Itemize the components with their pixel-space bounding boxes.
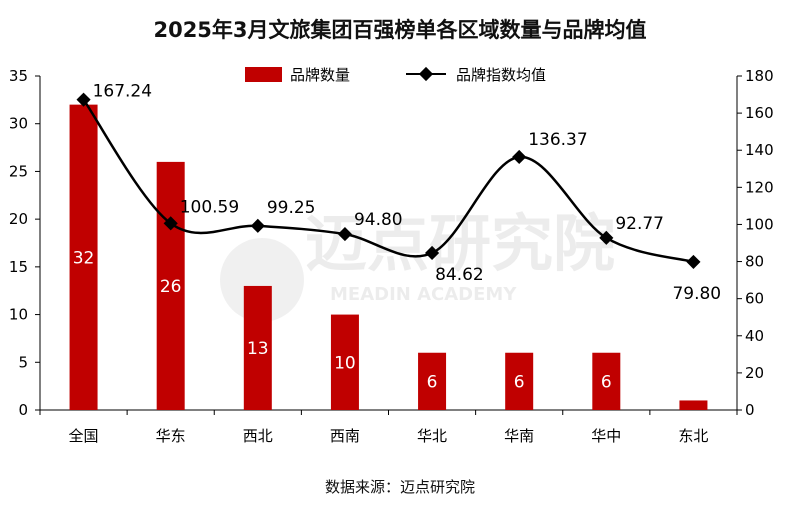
bar-data-label: 13: [247, 339, 269, 359]
legend-bar-label: 品牌数量: [290, 66, 350, 84]
line-data-label: 100.59: [180, 197, 239, 217]
line-point: [76, 92, 91, 107]
chart: 迈点研究院 MEADIN ACADEMY 0 5 10 15 20 25 30 35 0 20 40…: [9, 66, 774, 445]
x-tick-label: 西北: [243, 427, 273, 445]
watermark-logo: [220, 238, 304, 322]
right-tick-label: 40: [745, 327, 764, 345]
bar: [418, 352, 447, 410]
bar: [592, 352, 621, 410]
watermark: 迈点研究院 MEADIN ACADEMY: [220, 207, 615, 322]
watermark-cn-text: 迈点研究院: [305, 207, 615, 280]
legend: 品牌数量 品牌指数均值: [245, 66, 546, 84]
x-tick-label: 华中: [591, 427, 621, 445]
x-tick-label: 全国: [69, 427, 99, 445]
bar-data-label: 26: [160, 277, 182, 297]
left-tick-label: 10: [9, 306, 28, 324]
bar-data-label: 6: [427, 372, 438, 392]
line-point: [163, 216, 178, 231]
x-tick-label: 西南: [330, 427, 360, 445]
right-tick-label: 160: [745, 104, 774, 122]
right-tick-label: 20: [745, 364, 764, 382]
bar: [330, 314, 359, 410]
left-tick-label: 35: [9, 67, 28, 85]
line-data-label: 84.62: [435, 265, 484, 285]
chart-title: 2025年3月文旅集团百强榜单各区域数量与品牌均值: [153, 18, 647, 42]
watermark-en-text: MEADIN ACADEMY: [330, 284, 517, 305]
bar: [679, 400, 708, 410]
bar: [505, 352, 534, 410]
legend-bar-swatch: [245, 67, 282, 82]
line-data-label: 94.80: [354, 210, 403, 230]
left-tick-label: 25: [9, 162, 28, 180]
line-data-label: 136.37: [528, 130, 587, 150]
bar: [243, 285, 272, 410]
bar-data-label: 6: [514, 372, 525, 392]
bar-data-label: 32: [73, 248, 95, 268]
right-tick-label: 180: [745, 67, 774, 85]
left-tick-label: 5: [18, 353, 28, 371]
bar: [69, 104, 98, 410]
x-tick-label: 华北: [417, 427, 447, 445]
line-data-label: 79.80: [672, 284, 721, 304]
bar-data-label: 6: [601, 372, 612, 392]
bars: 32 26 13 10 6 6 6: [69, 104, 708, 410]
x-tick-label: 华东: [156, 427, 186, 445]
line-series: 167.24 100.59 99.25 94.80 84.62 136.37 92.77 79…: [76, 82, 721, 304]
line-point: [424, 245, 440, 261]
x-tick-label: 华南: [504, 427, 534, 445]
line-data-label: 99.25: [267, 198, 316, 218]
left-tick-label: 0: [18, 401, 28, 419]
x-tick-label: 东北: [678, 427, 708, 445]
axes: 0 5 10 15 20 25 30 35 0 20 40 60 80 100 120 140 160 180 全国…: [9, 67, 774, 445]
line-point: [250, 218, 265, 233]
left-tick-label: 30: [9, 115, 28, 133]
legend-line-label: 品牌指数均值: [456, 66, 546, 84]
bar-data-label: 10: [334, 353, 356, 373]
right-tick-label: 100: [745, 215, 774, 233]
right-tick-label: 140: [745, 141, 774, 159]
left-tick-label: 20: [9, 210, 28, 228]
line-point: [686, 254, 701, 269]
left-tick-label: 15: [9, 258, 28, 276]
right-tick-label: 60: [745, 290, 764, 308]
line-point: [337, 227, 353, 242]
right-tick-label: 0: [745, 401, 755, 419]
legend-line-marker: [418, 66, 434, 82]
line-data-label: 167.24: [93, 82, 152, 102]
line-point: [599, 230, 614, 245]
right-tick-label: 80: [745, 253, 764, 271]
line-data-label: 92.77: [615, 214, 664, 234]
source-text: 数据来源：迈点研究院: [324, 478, 475, 496]
right-tick-label: 120: [745, 178, 774, 196]
bar: [156, 161, 185, 410]
line-point: [512, 149, 527, 165]
